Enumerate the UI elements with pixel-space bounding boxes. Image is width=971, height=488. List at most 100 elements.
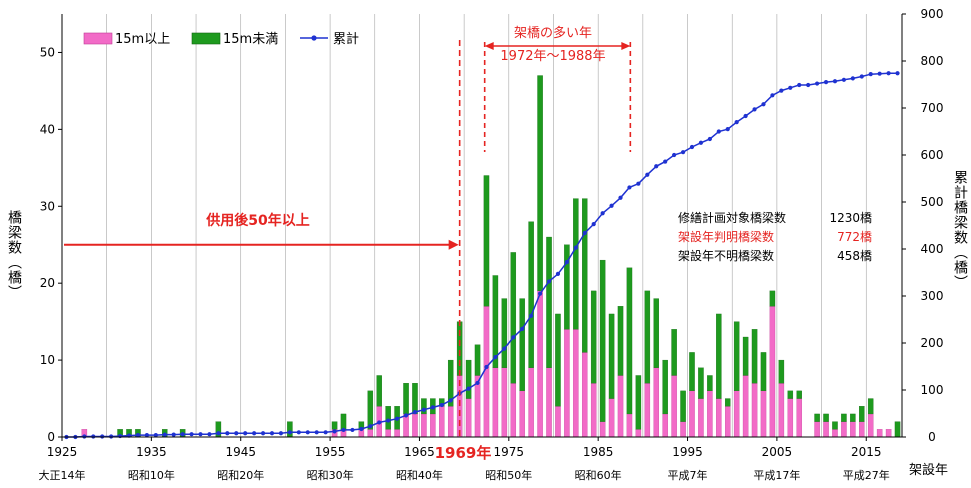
cumulative-point-1990 (645, 172, 650, 177)
y2-tick-label-0: 0 (928, 430, 936, 444)
bar-under15-1950 (287, 421, 293, 438)
bar-over15-1994 (680, 421, 686, 438)
bar-over15-2001 (742, 375, 749, 438)
bar-over15-1991 (653, 367, 659, 438)
x-tick-label-2005: 2005 (762, 445, 793, 459)
x-tick-label-1935: 1935 (136, 445, 167, 459)
bar-under15-1974 (501, 298, 508, 368)
cumulative-point-1937 (171, 432, 176, 437)
bar-over15-1995 (689, 390, 695, 438)
cumulative-point-2001 (743, 113, 748, 119)
bar-over15-2013 (850, 421, 856, 438)
bar-over15-1979 (546, 367, 552, 438)
cumulative-point-1943 (225, 431, 230, 436)
peak-range-arrow-left (484, 42, 494, 50)
bar-under15-2009 (814, 413, 820, 422)
bar-over15-1980 (555, 406, 561, 438)
bar-under15-2006 (787, 390, 794, 399)
bar-over15-1998 (716, 398, 722, 438)
cumulative-point-1944 (234, 431, 239, 436)
cumulative-point-1946 (252, 431, 257, 436)
bar-under15-2018 (894, 421, 901, 438)
cumulative-point-2016 (877, 71, 882, 76)
x-era-label-1975: 昭和50年 (485, 468, 532, 482)
bar-under15-2012 (841, 413, 847, 422)
bar-over15-1970 (465, 398, 472, 438)
bar-under15-1956 (340, 413, 347, 430)
bar-over15-1976 (519, 390, 525, 438)
y2-tick-label-200: 200 (921, 336, 944, 350)
bar-under15-1975 (510, 252, 517, 384)
bar-under15-1970 (465, 359, 472, 399)
info-row-unknown-value: 458橋 (837, 249, 872, 263)
bar-over15-1974 (501, 367, 508, 438)
bar-over15-1986 (608, 398, 615, 438)
bar-over15-2004 (769, 306, 776, 438)
bar-over15-1962 (394, 429, 400, 438)
legend-swatch-over15 (83, 32, 113, 45)
bars (81, 75, 901, 438)
legend-marker-cumulative (311, 35, 317, 41)
bar-under15-1993 (671, 329, 677, 376)
cumulative-point-1970 (466, 386, 471, 391)
bar-under15-2001 (742, 336, 749, 376)
cumulative-point-2009 (815, 81, 820, 86)
info-row-unknown-label: 架設年不明橋梁数 (678, 248, 774, 263)
bar-under15-1963 (403, 383, 409, 415)
bar-under15-1984 (590, 290, 597, 384)
bar-under15-1994 (680, 390, 686, 422)
cumulative-point-1941 (207, 432, 212, 437)
bar-over15-1975 (510, 383, 517, 438)
cumulative-point-1983 (582, 230, 587, 236)
bar-over15-1968 (447, 406, 454, 438)
bar-under15-2002 (751, 329, 758, 384)
cumulative-point-1974 (502, 346, 507, 351)
info-row-known-value: 772橋 (837, 230, 872, 244)
bar-over15-1999 (725, 406, 731, 438)
bar-under15-1961 (385, 406, 391, 430)
peak-title: 架橋の多い年 (514, 25, 592, 41)
cumulative-point-1972 (484, 364, 489, 370)
cumulative-point-1978 (537, 291, 543, 296)
bar-over15-1984 (590, 383, 597, 438)
bar-under15-1998 (716, 313, 722, 399)
bar-over15-1987 (617, 375, 624, 438)
y2-tick-label-300: 300 (921, 289, 944, 303)
bar-under15-1955 (331, 421, 338, 430)
x-era-label-1985: 昭和60年 (575, 468, 622, 482)
x-tick-label-1965: 1965 (404, 445, 435, 459)
cumulative-point-1940 (198, 432, 203, 437)
cumulative-point-1999 (725, 127, 730, 132)
bar-over15-1959 (367, 429, 374, 438)
cumulative-point-1975 (511, 335, 516, 340)
cumulative-point-1986 (609, 203, 614, 208)
cumulative-point-1992 (663, 159, 668, 164)
bar-under15-1969 (456, 321, 463, 376)
axes: 0102030405001002003004005006007008009001… (39, 7, 944, 482)
info-row-target-label: 修繕計画対象橋梁数 (678, 210, 786, 225)
legend-label-cumulative: 累計 (333, 31, 359, 47)
bar-over15-2002 (751, 383, 758, 438)
cumulative-point-1968 (448, 398, 453, 403)
cumulative-point-1973 (493, 355, 498, 360)
cumulative-point-2018 (895, 71, 900, 76)
bar-over15-2017 (885, 429, 892, 438)
x-tick-label-2015: 2015 (851, 445, 882, 459)
cumulative-point-2002 (752, 107, 757, 112)
bar-under15-1991 (653, 298, 659, 368)
cumulative-point-2010 (823, 80, 829, 85)
bar-over15-2011 (832, 429, 838, 438)
bar-over15-1982 (573, 329, 579, 438)
y-tick-label-40: 40 (40, 122, 55, 136)
cumulative-point-2013 (850, 76, 855, 81)
bar-over15-1993 (671, 375, 677, 438)
cumulative-polyline (66, 72, 898, 438)
x-era-label-1935: 昭和10年 (128, 468, 175, 482)
cumulative-point-1948 (269, 431, 275, 436)
x-axis-title: 架設年 (909, 462, 948, 478)
cumulative-point-1995 (689, 144, 695, 150)
info-table: 修繕計画対象橋梁数 1230橋 架設年判明橋梁数 772橋 架設年不明橋梁数 4… (678, 210, 872, 263)
cumulative-point-2003 (761, 102, 766, 107)
cumulative-point-1987 (618, 195, 623, 200)
cumulative-point-1931 (117, 433, 123, 439)
